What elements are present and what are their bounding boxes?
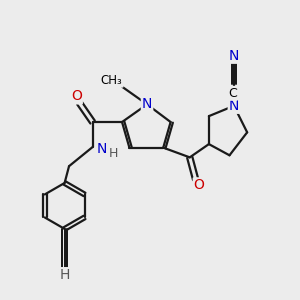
Text: C: C [228,87,237,100]
Text: CH₃: CH₃ [101,74,123,87]
Text: O: O [71,89,82,103]
Text: O: O [194,178,205,192]
Text: H: H [59,268,70,282]
Text: N: N [229,49,239,63]
Text: N: N [229,99,239,113]
Text: N: N [96,142,106,155]
Text: N: N [142,98,152,111]
Text: H: H [109,147,118,160]
